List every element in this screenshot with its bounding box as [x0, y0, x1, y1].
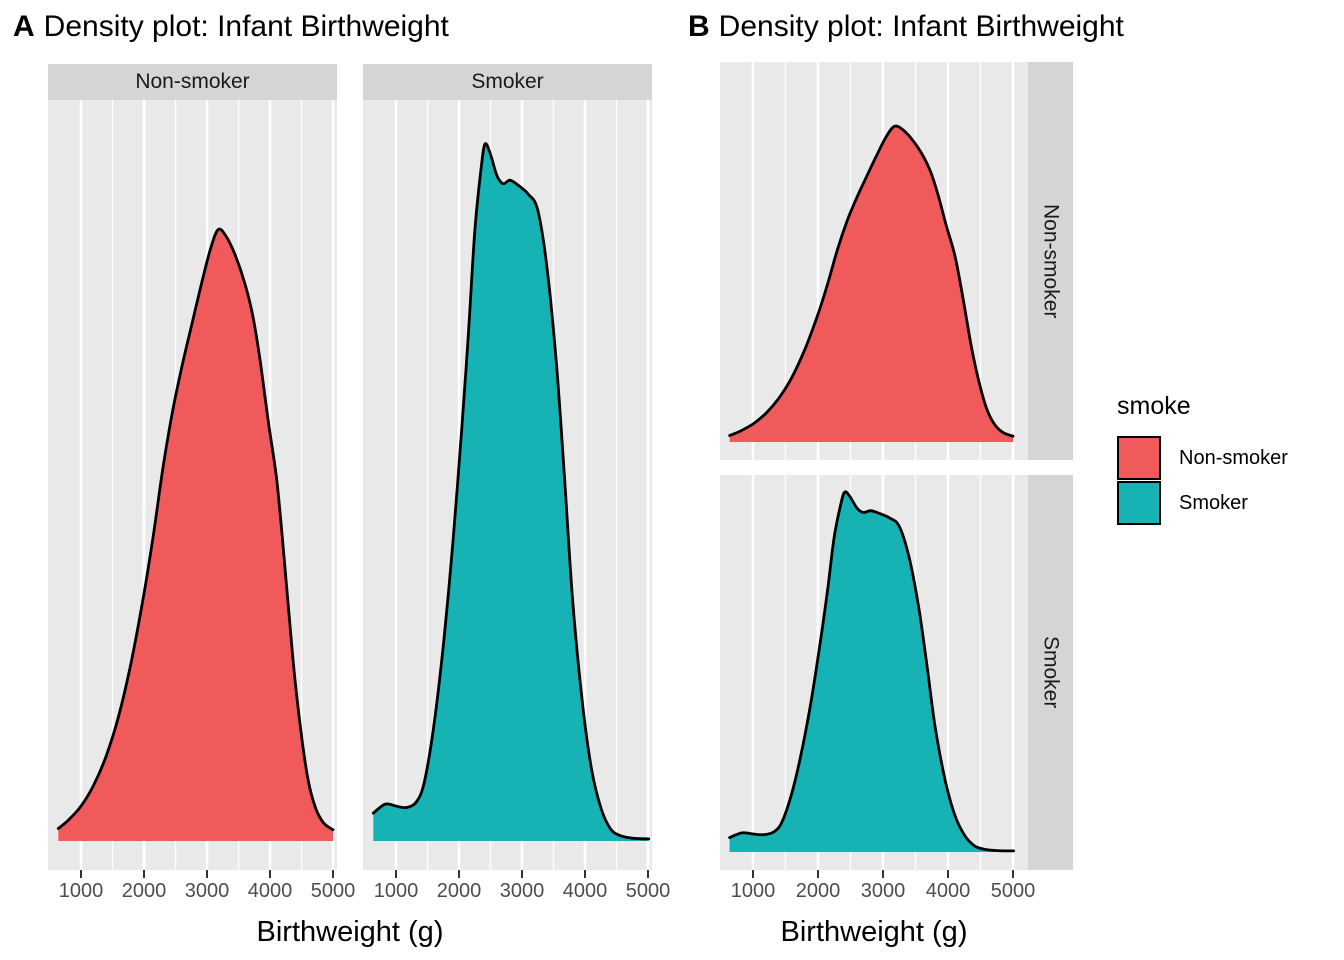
density-area-a-nonsmoker	[58, 229, 334, 842]
facet-strip-a-nonsmoker: Non-smoker	[48, 64, 337, 100]
x-axis-tick-label: 1000	[730, 880, 776, 902]
x-axis-tick-label: 5000	[990, 880, 1036, 902]
density-plot-b-smoker	[728, 475, 1015, 870]
x-axis-tick-label: 3000	[860, 880, 906, 902]
density-plot-a-nonsmoker	[56, 100, 335, 870]
legend-label-nonsmoker: Non-smoker	[1179, 446, 1288, 469]
x-axis-title-b: Birthweight (g)	[780, 916, 968, 948]
panel-b-title: B Density plot: Infant Birthweight	[688, 10, 1124, 44]
density-area-b-smoker	[729, 491, 1014, 852]
legend-item-nonsmoker: Non-smoker	[1117, 436, 1288, 480]
panel-b-title-text: Density plot: Infant Birthweight	[718, 10, 1124, 43]
x-axis-title-a: Birthweight (g)	[256, 916, 444, 948]
x-axis-tick	[1011, 870, 1015, 878]
density-plot-b-nonsmoker	[728, 62, 1015, 460]
x-axis-tick	[881, 870, 885, 878]
x-axis-tick-label: 2000	[436, 880, 482, 902]
x-axis-tick-label: 4000	[247, 880, 293, 902]
density-panel-a-smoker	[363, 100, 652, 870]
x-axis-tick	[646, 870, 650, 878]
legend-title: smoke	[1117, 392, 1191, 420]
x-axis-tick	[268, 870, 272, 878]
density-panel-b-smoker	[720, 475, 1028, 870]
density-panel-a-nonsmoker	[48, 100, 337, 870]
legend-label-smoker: Smoker	[1179, 491, 1248, 514]
x-axis-tick	[331, 870, 335, 878]
density-outline-b-nonsmoker	[728, 124, 1015, 438]
x-axis-tick-label: 2000	[795, 880, 841, 902]
density-panel-b-nonsmoker	[720, 62, 1028, 460]
x-axis-tick	[946, 870, 950, 878]
x-axis-tick-label: 2000	[121, 880, 167, 902]
legend: smoke Non-smoker Smoker	[1117, 392, 1288, 526]
x-axis-tick-label: 4000	[562, 880, 608, 902]
density-area-a-smoker	[373, 143, 649, 841]
facet-strip-b-smoker: Smoker	[1028, 475, 1073, 870]
panel-b-tag: B	[688, 10, 710, 43]
x-axis-tick	[79, 870, 83, 878]
x-axis-tick-label: 4000	[925, 880, 971, 902]
panel-a-title: A Density plot: Infant Birthweight	[13, 10, 449, 44]
density-outline-a-nonsmoker	[56, 227, 335, 832]
x-axis-tick	[583, 870, 587, 878]
x-axis-tick-label: 3000	[184, 880, 230, 902]
density-plot-a-smoker	[371, 100, 651, 870]
x-axis-tick-label: 1000	[58, 880, 104, 902]
legend-swatch-nonsmoker-icon	[1117, 436, 1161, 480]
density-outline-b-smoker	[728, 490, 1015, 853]
legend-swatch-smoker-icon	[1117, 481, 1161, 525]
x-axis-tick-label: 5000	[625, 880, 671, 902]
x-axis-tick-label: 5000	[310, 880, 356, 902]
legend-item-smoker: Smoker	[1117, 481, 1288, 525]
x-axis-tick	[520, 870, 524, 878]
x-axis-tick	[394, 870, 398, 878]
x-axis-tick-label: 3000	[499, 880, 545, 902]
x-axis-tick	[205, 870, 209, 878]
facet-strip-b-nonsmoker: Non-smoker	[1028, 62, 1073, 460]
x-axis-tick	[816, 870, 820, 878]
panel-a-title-text: Density plot: Infant Birthweight	[43, 10, 449, 43]
panel-a-tag: A	[13, 10, 35, 43]
facet-strip-a-smoker: Smoker	[363, 64, 652, 100]
density-area-b-nonsmoker	[729, 125, 1013, 443]
x-axis-tick	[751, 870, 755, 878]
x-axis-tick	[142, 870, 146, 878]
x-axis-tick-label: 1000	[373, 880, 419, 902]
density-outline-a-smoker	[371, 142, 651, 841]
x-axis-tick	[457, 870, 461, 878]
